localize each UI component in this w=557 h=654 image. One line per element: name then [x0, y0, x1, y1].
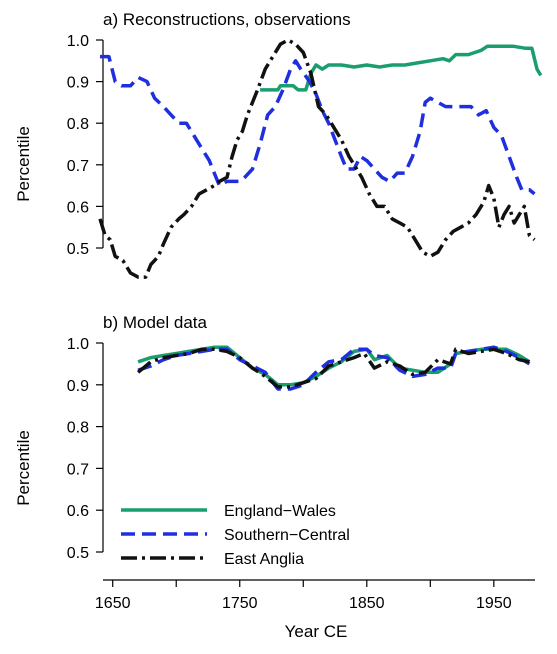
y-tick-label: 1.0: [67, 33, 89, 50]
panel-a-title: a) Reconstructions, observations: [103, 10, 351, 29]
y-tick-label: 0.9: [67, 75, 89, 92]
series-line-england-wales: [260, 44, 543, 92]
x-tick-label: 1750: [222, 595, 258, 612]
panel-a-series: [98, 38, 543, 279]
legend-label: England−Wales: [224, 503, 336, 520]
x-tick-label: 1850: [349, 595, 385, 612]
y-tick-label: 0.8: [67, 420, 89, 437]
y-tick-label: 0.8: [67, 116, 89, 133]
y-tick-label: 0.5: [67, 241, 89, 258]
legend-label: Southern−Central: [224, 527, 350, 544]
series-line-east-anglia: [136, 347, 530, 389]
panel-a-ylabel: Percentile: [14, 126, 33, 202]
series-line-east-anglia: [98, 38, 536, 279]
panel-b-model-data: b) Model data Percentile 0.5 0.6 0.7 0.8 0.9…: [14, 313, 535, 641]
x-tick-label: 1650: [95, 595, 131, 612]
y-tick-label: 0.7: [67, 461, 89, 478]
panel-b-x-ticks: 1650 1750 1850 1950: [95, 580, 512, 612]
x-tick-label: 1950: [476, 595, 512, 612]
panel-b-ylabel: Percentile: [14, 430, 33, 506]
y-tick-label: 0.5: [67, 545, 89, 562]
panel-a-reconstructions: a) Reconstructions, observations Percent…: [14, 10, 543, 279]
panel-b-series: [136, 345, 531, 391]
y-tick-label: 1.0: [67, 336, 89, 353]
y-tick-label: 0.6: [67, 503, 89, 520]
y-tick-label: 0.6: [67, 199, 89, 216]
legend-label: East Anglia: [224, 551, 304, 568]
panel-a-y-ticks: 0.5 0.6 0.7 0.8 0.9 1.0: [67, 33, 103, 258]
y-tick-label: 0.9: [67, 378, 89, 395]
y-tick-label: 0.7: [67, 158, 89, 175]
panel-b-y-ticks: 0.5 0.6 0.7 0.8 0.9 1.0: [67, 336, 103, 562]
panel-b-title: b) Model data: [103, 313, 207, 332]
panel-b-xlabel: Year CE: [285, 622, 348, 641]
series-line-southern-central: [100, 54, 536, 196]
legend: England−Wales Southern−Central East Anglia: [121, 503, 350, 568]
